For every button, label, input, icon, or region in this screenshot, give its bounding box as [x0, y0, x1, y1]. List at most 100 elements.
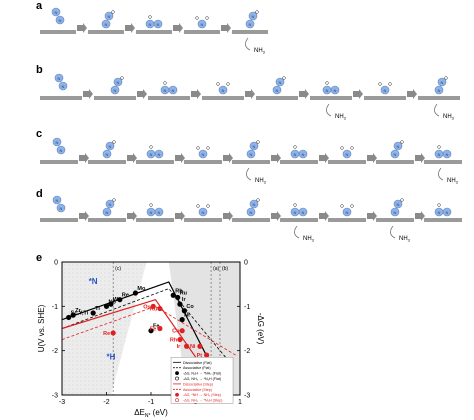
n-atom: [246, 149, 256, 159]
n-atom: [393, 199, 403, 209]
surface-slab: [148, 96, 190, 100]
step-arrow: [83, 89, 93, 99]
nh3-label: NH3: [399, 236, 411, 243]
flat-point-label: Ti: [95, 306, 100, 312]
step-arrow: [299, 89, 309, 99]
step-point-ir: Ir: [177, 343, 190, 350]
step-arrow: [319, 211, 329, 221]
step-arrow: [415, 153, 425, 163]
step-point-label: Pt: [197, 353, 203, 359]
surface-slab: [88, 30, 124, 34]
n-atom-label: N: [105, 22, 108, 27]
h-atom: [206, 204, 210, 208]
n-atom-label: N: [276, 88, 279, 93]
legend-entry: Associative (Flat): [173, 366, 211, 370]
legend-text: -ΔG, NH₃ → *N₂H (Step): [183, 399, 222, 403]
region-label-h: *H: [107, 353, 116, 362]
x-axis-unit: (eV): [150, 408, 168, 417]
n-atom: [390, 149, 400, 159]
n-atom-label: N: [279, 80, 282, 85]
surface-slab: [88, 160, 126, 164]
y-axis-label-left: U(V vs. SHE): [37, 304, 46, 352]
flat-point-co: Co: [181, 304, 194, 314]
nh3-label: NH3: [303, 236, 315, 243]
step-point-re: Re: [103, 330, 116, 337]
flat-point-label: Co: [186, 304, 194, 310]
h-atom: [293, 145, 297, 149]
h-atom: [350, 204, 354, 208]
x-tick-label: 1: [238, 399, 242, 406]
surface-slab: [424, 218, 462, 222]
surface-slab: [328, 218, 366, 222]
n-atom: [113, 77, 123, 87]
flat-point-label: Sc,Y,Ti: [71, 310, 89, 316]
release-arrow: [390, 225, 396, 239]
n-atom-label: N: [446, 152, 449, 157]
flat-point-re: Re: [117, 293, 129, 303]
nh3-subscript: 3: [452, 116, 455, 121]
step-marker: [150, 303, 156, 309]
n-atom-label: N: [438, 88, 441, 93]
n-atom: [105, 141, 115, 151]
h-atom: [163, 81, 167, 85]
step-point-os: Os: [143, 303, 156, 310]
surface-slab: [280, 160, 318, 164]
release-arrow: [246, 167, 252, 181]
surface-slab: [280, 218, 318, 222]
n-atom: [272, 85, 282, 95]
step-arrow: [137, 89, 147, 99]
surface-slab: [376, 218, 414, 222]
surface-slab: [136, 218, 174, 222]
n-atom: [245, 19, 255, 29]
n-atom-label: N: [446, 210, 449, 215]
n-atom: [393, 141, 403, 151]
flat-marker: [117, 297, 123, 303]
flat-point-ru: Ru: [175, 290, 187, 301]
n-atom-label: N: [252, 14, 255, 19]
step-arrow: [175, 153, 185, 163]
flat-marker: [103, 303, 110, 309]
n-atom-label: N: [109, 144, 112, 149]
n-atom-label: N: [56, 140, 59, 145]
flat-point-label: Ni: [184, 313, 190, 319]
flat-marker: [108, 301, 114, 307]
n-atom: [104, 11, 114, 21]
flat-point-label: W: [113, 297, 119, 303]
n-atom-label: N: [106, 152, 109, 157]
nh3-label: NH3: [254, 48, 266, 55]
y-tick-label-left: -1: [52, 304, 58, 311]
n-atom-label: N: [157, 22, 160, 27]
h-atom: [148, 15, 152, 19]
step-marker: [204, 352, 210, 358]
flat-marker: [66, 314, 72, 321]
legend-text: Associative (Flat): [183, 366, 211, 370]
flat-marker: [170, 292, 176, 298]
h-atom: [120, 76, 124, 80]
h-atom: [111, 10, 115, 14]
surface-slab: [232, 218, 270, 222]
region-mark: (a): [213, 266, 219, 272]
legend-text: -ΔG, N₂H → *NH₂ (Flat): [183, 372, 221, 376]
h-atom: [149, 145, 153, 149]
y-tick-label-right: -1: [244, 304, 250, 311]
surface-slab: [184, 218, 222, 222]
n-atom-label: N: [294, 152, 297, 157]
n-atom-label: N: [55, 10, 58, 15]
h-atom: [350, 146, 354, 150]
step-point-label: Re: [103, 331, 110, 337]
y-tick-label-right: -2: [244, 348, 250, 355]
h-atom: [282, 76, 286, 80]
flat-marker: [90, 310, 96, 316]
nh3-subscript: 3: [456, 180, 459, 185]
nh3-subscript: 3: [344, 116, 347, 121]
associative-step-line: [61, 305, 236, 356]
legend-entry: -ΔG, NH₃ → *N₂H (Step): [175, 398, 222, 403]
panel-label-e: e: [36, 252, 43, 264]
step-arrow: [415, 211, 425, 221]
flat-marker: [181, 308, 187, 314]
n-atom: [442, 149, 452, 159]
n-atom: [434, 85, 444, 95]
h-atom: [325, 81, 329, 85]
h-atom: [378, 82, 382, 86]
